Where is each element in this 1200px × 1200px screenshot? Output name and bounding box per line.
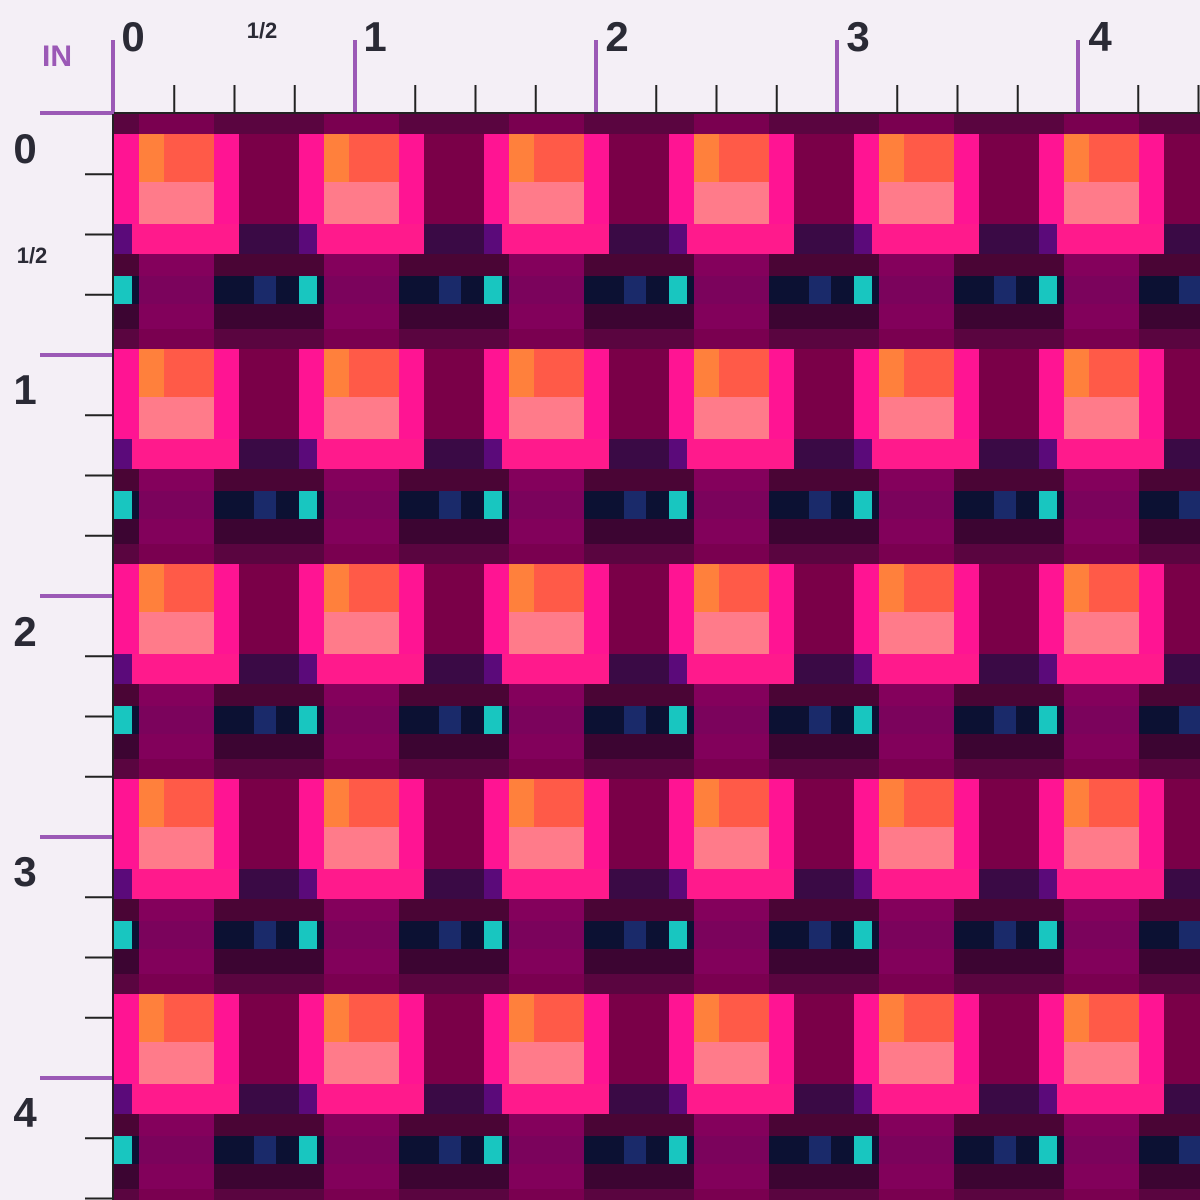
ruler-ticks <box>40 40 1200 1200</box>
top-ruler-label: 1/2 <box>247 18 278 43</box>
ruler-labels: 0 1/2 1 2 3 4 0 1/2 1 2 3 4 <box>13 13 1112 1136</box>
top-ruler-label: 1 <box>363 13 386 60</box>
left-ruler-label: 1 <box>13 366 36 413</box>
fabric-pattern <box>114 114 1200 1200</box>
unit-label: IN <box>42 40 72 73</box>
top-ruler-label: 2 <box>605 13 628 60</box>
left-ruler-label: 3 <box>13 848 36 895</box>
top-ruler-label: 3 <box>846 13 869 60</box>
left-ruler-label: 4 <box>13 1089 37 1136</box>
left-ruler-label: 0 <box>13 125 36 172</box>
top-ruler-label: 0 <box>121 13 144 60</box>
top-ruler-label: 4 <box>1088 13 1112 60</box>
left-ruler-label: 1/2 <box>17 243 48 268</box>
left-ruler-label: 2 <box>13 608 36 655</box>
